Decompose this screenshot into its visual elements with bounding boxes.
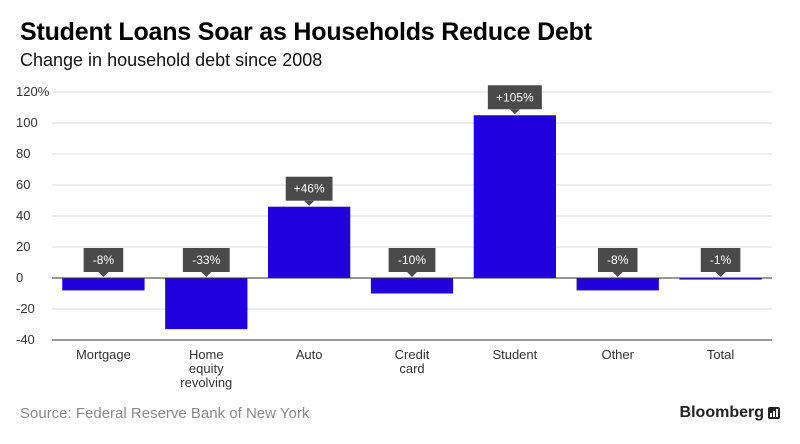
y-tick-label: -40: [16, 332, 35, 347]
data-label: -33%: [192, 253, 220, 267]
chart-subtitle: Change in household debt since 2008: [20, 50, 323, 70]
data-label-pointer: [304, 200, 315, 206]
data-label-box: [182, 248, 230, 272]
data-label-box: [487, 85, 542, 110]
x-tick-label: Total: [707, 347, 735, 362]
brand-logo: Bloomberg: [679, 404, 764, 421]
data-label-box: [597, 248, 638, 272]
y-tick-label: -20: [16, 301, 35, 316]
x-tick-label: Home equity revolving: [180, 347, 232, 390]
bar: [268, 206, 351, 278]
data-label: -1%: [710, 253, 732, 267]
data-label: +46%: [294, 182, 325, 196]
x-tick-label: Auto: [296, 347, 323, 362]
data-label-box: [83, 248, 124, 272]
y-tick-label: 20: [16, 239, 30, 254]
bar: [473, 115, 556, 278]
y-tick-label: 60: [16, 177, 30, 192]
data-label-pointer: [201, 272, 212, 277]
data-label-pointer: [407, 272, 417, 277]
bars: [62, 115, 762, 330]
data-label: -10%: [398, 253, 426, 267]
x-tick-label: Credit card: [395, 347, 430, 376]
bar: [370, 278, 454, 294]
data-label-pointer: [509, 109, 520, 115]
data-labels: -8% -33% +46% -10% +105% -8% -1%: [83, 85, 741, 277]
chart-title: Student Loans Soar as Households Reduce …: [20, 18, 592, 46]
bar: [679, 278, 762, 280]
source-note: Source: Federal Reserve Bank of New York: [20, 405, 310, 422]
data-label-pointer: [612, 272, 623, 277]
x-tick-label: Other: [601, 347, 634, 362]
bar: [165, 278, 248, 330]
data-label: -8%: [607, 253, 629, 267]
x-tick-label: Student: [492, 347, 537, 362]
data-label-pointer: [98, 272, 109, 277]
y-tick-label: 100: [16, 115, 38, 130]
gridlines: [52, 91, 772, 341]
bloomberg-bars-icon: [768, 407, 780, 419]
data-label-pointer: [715, 272, 726, 277]
data-label-box: [285, 176, 333, 201]
data-label: -8%: [93, 253, 115, 267]
x-tick-label: Mortgage: [76, 347, 131, 362]
data-label: +105%: [496, 90, 534, 104]
y-tick-label: 80: [16, 146, 30, 161]
bar: [576, 278, 659, 291]
data-label-box: [700, 248, 741, 272]
y-tick-label: 120%: [16, 84, 50, 99]
y-tick-label: 0: [16, 270, 23, 285]
axes: -40 -20 0 20 40 60 80 100 120% Mortgage Home equity…: [16, 84, 772, 390]
bar: [62, 278, 145, 291]
data-label-box: [388, 248, 436, 272]
y-tick-label: 40: [16, 208, 30, 223]
